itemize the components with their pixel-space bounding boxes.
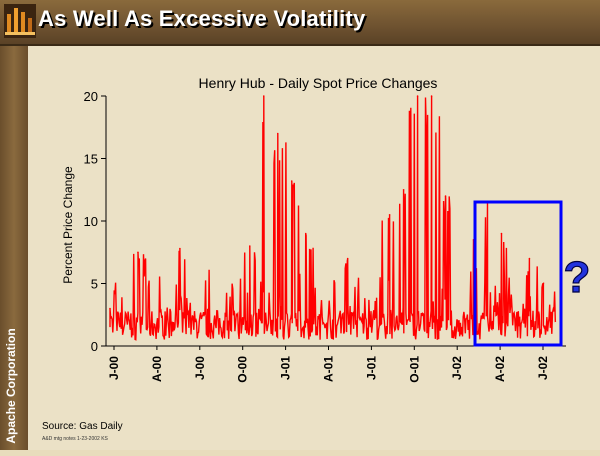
data-point: [249, 245, 251, 247]
data-point: [304, 232, 307, 235]
data-point: [542, 282, 545, 285]
data-point: [416, 95, 419, 97]
x-tick-label: J-02: [536, 356, 550, 380]
data-point: [262, 95, 265, 97]
x-tick-label: J-02: [450, 356, 464, 380]
data-point: [179, 247, 181, 250]
series-line-daily-change: [109, 95, 557, 341]
data-point: [276, 132, 279, 135]
y-axis: 0 5 10 15 20: [84, 89, 107, 354]
data-point: [109, 307, 111, 310]
data-point: [388, 213, 391, 216]
y-tick-label: 15: [84, 152, 98, 167]
y-tick-label: 0: [91, 339, 98, 354]
x-tick-label: O-00: [236, 356, 250, 383]
chart-area: [28, 46, 600, 450]
x-tick-label: A-00: [150, 356, 164, 382]
data-point: [444, 195, 447, 197]
apache-logo-icon: [4, 4, 36, 38]
series-group: [109, 95, 557, 341]
x-tick-label: J-01: [279, 356, 293, 380]
y-tick-label: 10: [84, 214, 98, 229]
y-tick-label: 5: [91, 277, 98, 292]
data-point: [402, 188, 405, 191]
chart-title: Henry Hub - Daily Spot Price Changes: [199, 75, 438, 91]
x-tick-label: J-00: [107, 356, 121, 380]
x-tick-label: J-01: [364, 356, 378, 380]
footnote: A&D mtg notes 1-23-2002 KS: [42, 436, 108, 442]
x-axis: J-00 A-00 J-00 O-00 J-01 A-01 J-01 O-01 J-02 A-02…: [106, 345, 566, 383]
source-note: Source: Gas Daily: [42, 421, 123, 432]
data-point: [290, 180, 293, 182]
x-tick-label: J-00: [193, 356, 207, 380]
data-point: [430, 95, 433, 97]
sidebar: Apache Corporation: [0, 46, 28, 450]
x-tick-label: O-01: [407, 356, 421, 383]
y-tick-label: 20: [84, 89, 98, 104]
data-point: [137, 251, 139, 254]
data-point: [346, 257, 349, 260]
y-axis-label: Percent Price Change: [61, 166, 75, 284]
highlight-box: [473, 200, 563, 347]
data-point: [528, 257, 531, 260]
slide-title: As Well As Excessive Volatility: [38, 6, 366, 31]
question-mark: ?: [564, 253, 591, 302]
x-tick-label: A-01: [322, 356, 336, 382]
slide-header: As Well As Excessive Volatility: [0, 0, 600, 46]
x-tick-label: A-02: [493, 356, 507, 382]
data-point: [500, 232, 503, 235]
